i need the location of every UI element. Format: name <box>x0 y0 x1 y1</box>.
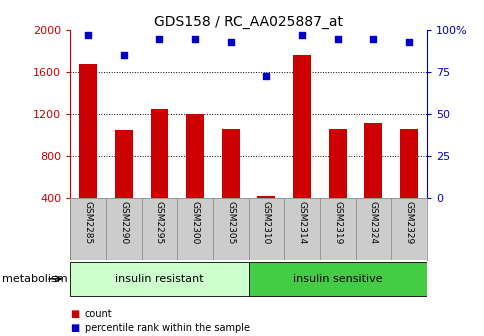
Bar <box>328 129 346 198</box>
Text: GSM2305: GSM2305 <box>226 201 235 245</box>
Bar <box>257 196 275 198</box>
Point <box>262 73 270 78</box>
Text: GSM2314: GSM2314 <box>297 201 306 245</box>
Bar <box>399 129 417 198</box>
Text: percentile rank within the sample: percentile rank within the sample <box>85 323 249 333</box>
Bar <box>186 114 204 198</box>
Text: GSM2295: GSM2295 <box>154 201 164 245</box>
Bar <box>70 262 248 296</box>
Point <box>84 33 92 38</box>
Bar <box>150 109 168 198</box>
Text: GSM2290: GSM2290 <box>119 201 128 245</box>
Bar <box>292 55 310 198</box>
Bar <box>248 262 426 296</box>
Point <box>191 36 198 41</box>
Text: GSM2324: GSM2324 <box>368 201 377 245</box>
Bar <box>79 64 97 198</box>
Text: insulin sensitive: insulin sensitive <box>292 274 382 284</box>
Text: insulin resistant: insulin resistant <box>115 274 203 284</box>
Bar <box>363 123 381 198</box>
Title: GDS158 / RC_AA025887_at: GDS158 / RC_AA025887_at <box>154 15 342 29</box>
Bar <box>115 130 133 198</box>
Point <box>298 33 305 38</box>
Point <box>333 36 341 41</box>
Text: GSM2310: GSM2310 <box>261 201 271 245</box>
Text: GSM2285: GSM2285 <box>83 201 92 245</box>
Text: GSM2329: GSM2329 <box>404 201 413 245</box>
Point <box>227 39 234 45</box>
Text: GSM2300: GSM2300 <box>190 201 199 245</box>
Text: count: count <box>85 309 112 319</box>
Point <box>369 36 377 41</box>
Text: ■: ■ <box>70 309 79 319</box>
Text: ■: ■ <box>70 323 79 333</box>
Point <box>155 36 163 41</box>
Bar <box>221 129 239 198</box>
Point <box>120 53 127 58</box>
Point <box>404 39 412 45</box>
Text: metabolism: metabolism <box>2 274 68 284</box>
Text: GSM2319: GSM2319 <box>333 201 342 245</box>
